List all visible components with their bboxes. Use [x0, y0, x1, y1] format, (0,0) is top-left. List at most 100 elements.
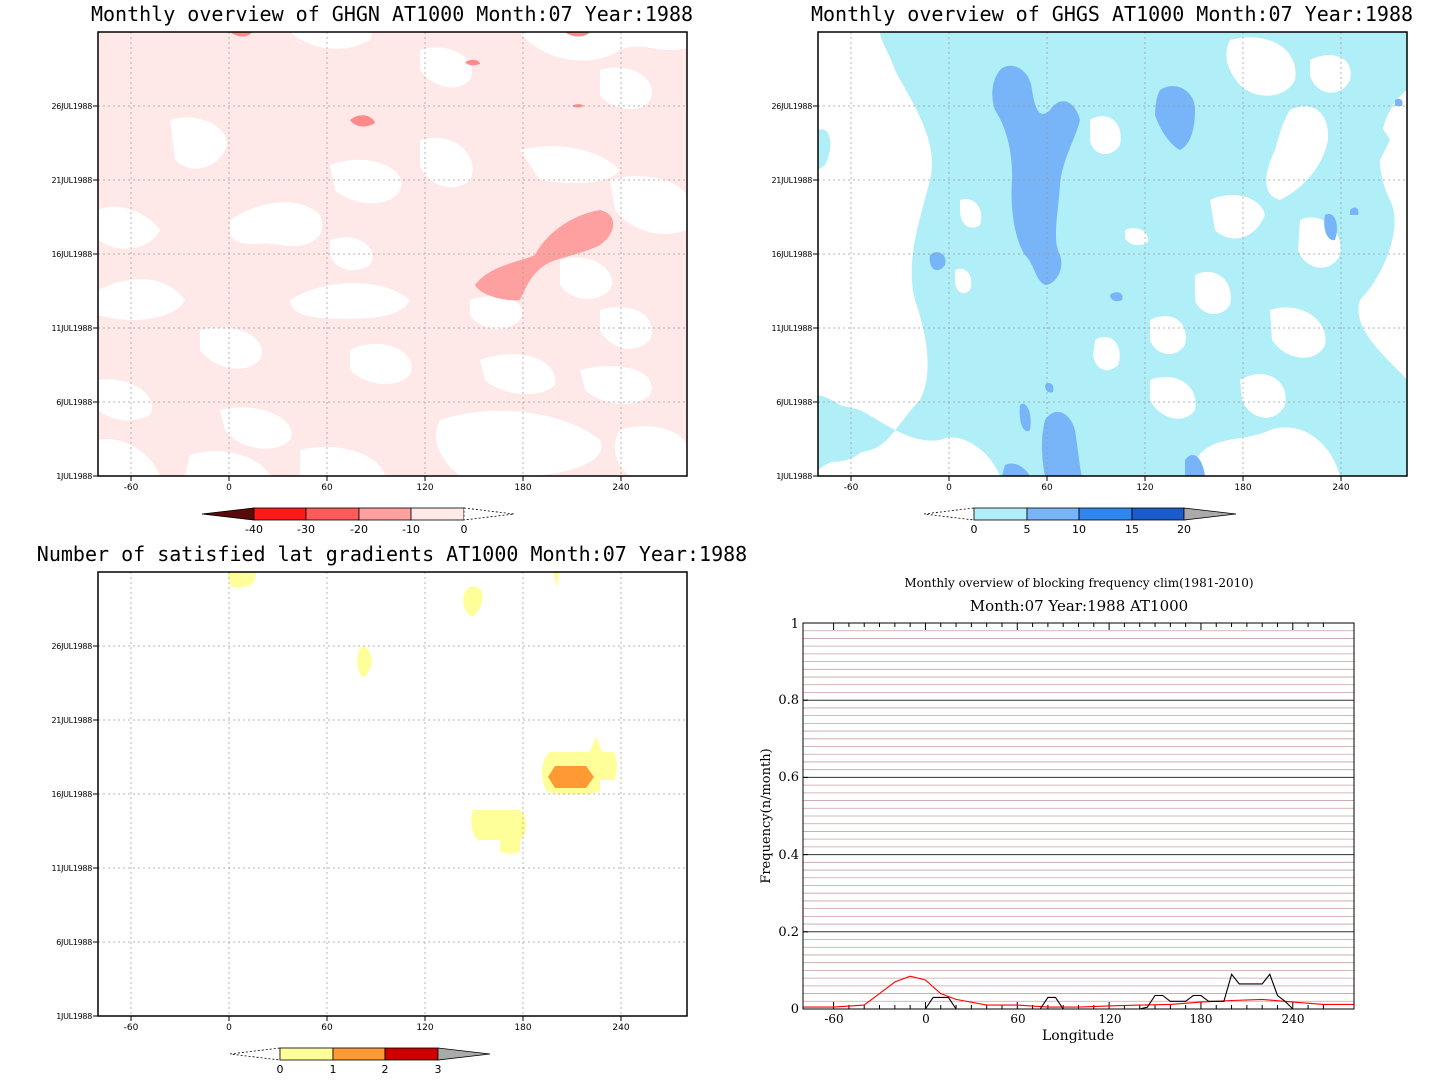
p2-xtick-2: 60: [1041, 483, 1053, 493]
p2-ytick-4: 21JUL1988: [771, 176, 812, 185]
p3-ytick-4: 21JUL1988: [51, 716, 92, 725]
p2-ytick-0: 1JUL1988: [776, 472, 812, 481]
p2-cb-seg-3: [1131, 507, 1185, 521]
p2-ytick-1: 6JUL1988: [776, 398, 812, 407]
p2-cb-seg-0: [973, 507, 1028, 521]
panel3-grid: [98, 572, 687, 1016]
p1-ytick-5: 26JUL1988: [51, 102, 92, 111]
p1-cb-seg-2: [358, 507, 412, 521]
p2-cb-label-3: 15: [1125, 523, 1139, 536]
p4-xtick-0: -60: [824, 1012, 843, 1026]
p1-ytick-3: 16JUL1988: [51, 250, 92, 259]
p2-xtick-4: 180: [1234, 483, 1251, 493]
p3-xtick-4: 180: [514, 1023, 531, 1033]
p4-series-line-1: [803, 973, 1354, 1010]
p3-xtick-5: 240: [612, 1023, 629, 1033]
p1-cb-seg-3: [410, 507, 465, 521]
p3-cb-label-3: 3: [435, 1063, 442, 1076]
panel4-xlabel: Longitude: [1042, 1028, 1114, 1044]
p3-cb-label-2: 2: [382, 1063, 389, 1076]
p4-ytick-1: 0.2: [778, 925, 799, 940]
p2-cb-seg-1: [1026, 507, 1080, 521]
p3-xtick-1: 0: [226, 1023, 232, 1033]
p2-xtick-0: -60: [844, 483, 859, 493]
p3-ytick-2: 11JUL1988: [51, 864, 92, 873]
p1-cb-low-arrow: [201, 507, 255, 521]
p4-series-line-0: [803, 975, 1354, 1008]
p2-cb-label-2: 10: [1072, 523, 1086, 536]
p1-cb-label-1: -30: [297, 523, 315, 536]
p4-xtick-5: 240: [1282, 1012, 1305, 1026]
p3-cb-seg-1: [332, 1047, 386, 1061]
p4-xtick-3: 120: [1099, 1012, 1122, 1026]
p4-xtick-4: 180: [1190, 1012, 1213, 1026]
p3-cb-seg-2: [384, 1047, 439, 1061]
panel1-colorbar: -40 -30 -20 -10 0: [201, 507, 515, 536]
p3-cb-high-arrow: [437, 1047, 491, 1061]
p2-cb-label-0: 0: [971, 523, 978, 536]
panel4-title: Monthly overview of blocking frequency c…: [904, 576, 1253, 590]
p1-ytick-1: 6JUL1988: [56, 398, 92, 407]
panel4-hgrid: [803, 630, 1354, 1002]
p3-xtick-3: 120: [416, 1023, 433, 1033]
p2-xtick-3: 120: [1136, 483, 1153, 493]
p3-cb-label-1: 1: [330, 1063, 337, 1076]
p2-cb-high-arrow: [1183, 507, 1237, 521]
p4-xtick-2: 60: [1010, 1012, 1025, 1026]
p2-cb-label-4: 20: [1177, 523, 1191, 536]
p1-ytick-2: 11JUL1988: [51, 324, 92, 333]
panel3-title: Number of satisfied lat gradients AT1000…: [37, 542, 747, 566]
p3-ytick-5: 26JUL1988: [51, 642, 92, 651]
p1-xtick-4: 180: [514, 483, 531, 493]
panel4-subtitle: Month:07 Year:1988 AT1000: [970, 597, 1188, 615]
p4-ytick-0: 0: [791, 1002, 799, 1017]
p1-cb-label-3: -10: [402, 523, 420, 536]
p4-ytick-2: 0.4: [778, 848, 799, 863]
p3-cb-low-arrow: [229, 1047, 281, 1061]
p2-cb-label-1: 5: [1024, 523, 1031, 536]
panel4-ylabel: Frequency(n/month): [759, 748, 774, 883]
p1-cb-seg-1: [305, 507, 360, 521]
p1-cb-label-0: -40: [245, 523, 263, 536]
p1-cb-high-arrow: [463, 507, 515, 521]
p1-cb-label-2: -20: [350, 523, 368, 536]
p3-cb-seg-0: [279, 1047, 334, 1061]
p4-ytick-5: 1: [791, 617, 799, 632]
p2-xtick-1: 0: [946, 483, 952, 493]
panel1-grid: [98, 32, 687, 476]
panel2-grid: [818, 32, 1407, 476]
panel4-lines: [803, 973, 1354, 1010]
p1-xtick-3: 120: [416, 483, 433, 493]
panel3-colorbar: 0 1 2 3: [229, 1047, 491, 1076]
p3-ytick-3: 16JUL1988: [51, 790, 92, 799]
panel-ghgs: Monthly overview of GHGS AT1000 Month:07…: [771, 2, 1413, 536]
p1-ytick-0: 1JUL1988: [56, 472, 92, 481]
p3-xtick-0: -60: [124, 1023, 139, 1033]
p1-xtick-0: -60: [124, 483, 139, 493]
p3-cb-label-0: 0: [277, 1063, 284, 1076]
p2-ytick-2: 11JUL1988: [771, 324, 812, 333]
p1-xtick-5: 240: [612, 483, 629, 493]
panel-ghgn: Monthly overview of GHGN AT1000 Month:07…: [51, 2, 693, 536]
p4-xtick-1: 0: [922, 1012, 930, 1026]
p1-ytick-4: 21JUL1988: [51, 176, 92, 185]
panel4-frame: [802, 622, 1355, 1010]
p2-ytick-5: 26JUL1988: [771, 102, 812, 111]
panel-blocking-frequency: Monthly overview of blocking frequency c…: [759, 576, 1355, 1044]
p1-xtick-1: 0: [226, 483, 232, 493]
p1-cb-seg-0: [253, 507, 307, 521]
p4-ytick-4: 0.8: [778, 693, 799, 708]
p2-cb-low-arrow: [923, 507, 975, 521]
panel2-colorbar: 0 5 10 15 20: [923, 507, 1237, 536]
p2-xtick-5: 240: [1332, 483, 1349, 493]
p1-cb-label-4: 0: [461, 523, 468, 536]
p3-ytick-0: 1JUL1988: [56, 1012, 92, 1021]
p4-ytick-3: 0.6: [778, 770, 799, 785]
p3-xtick-2: 60: [321, 1023, 333, 1033]
p3-ytick-1: 6JUL1988: [56, 938, 92, 947]
p2-ytick-3: 16JUL1988: [771, 250, 812, 259]
panel2-title: Monthly overview of GHGS AT1000 Month:07…: [811, 2, 1413, 26]
panel-lat-gradients: Number of satisfied lat gradients AT1000…: [37, 542, 747, 1076]
panel1-title: Monthly overview of GHGN AT1000 Month:07…: [91, 2, 693, 26]
p2-cb-seg-2: [1078, 507, 1133, 521]
